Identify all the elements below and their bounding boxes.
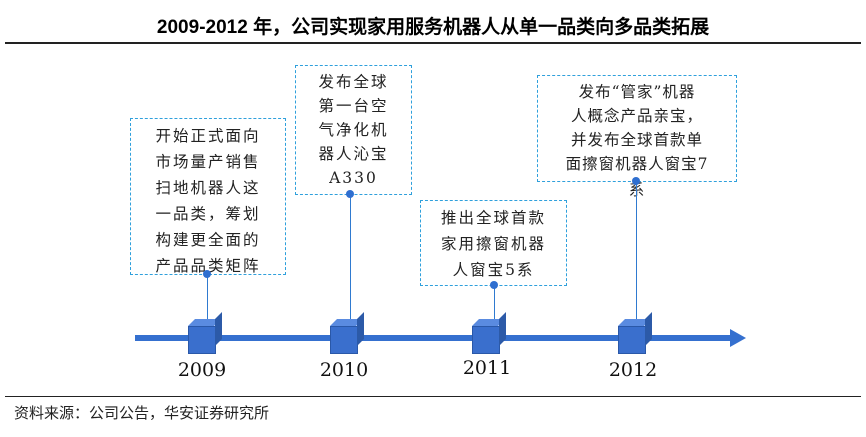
figure-title: 2009-2012 年，公司实现家用服务机器人从单一品类向多品类拓展 xyxy=(156,17,710,38)
event-text: 扫地机器人这 xyxy=(155,179,261,197)
connector-2011 xyxy=(494,286,495,335)
year-label: 2011 xyxy=(462,357,512,379)
event-text: 器人沁宝 xyxy=(318,145,389,163)
event-text: 面擦窗机器人窗宝7 xyxy=(565,155,709,173)
timeline-axis xyxy=(135,335,732,341)
event-text: A330 xyxy=(329,169,378,187)
event-box-2012: 发布“管家”机器 人概念产品亲宝， 并发布全球首款单 面擦窗机器人窗宝7 系 xyxy=(537,75,737,199)
event-text: 构建更全面的 xyxy=(155,231,261,249)
year-label: 2012 xyxy=(608,359,658,381)
year-label: 2009 xyxy=(177,359,227,381)
event-text: 市场量产销售 xyxy=(155,153,261,171)
connector-dot xyxy=(632,177,640,185)
event-text: 推出全球首款 xyxy=(440,209,546,227)
milestone-cube-icon xyxy=(618,326,646,354)
event-box-2010: 发布全球 第一台空 气净化机 器人沁宝 A330 xyxy=(295,65,412,195)
top-rule xyxy=(5,42,861,44)
bottom-rule xyxy=(5,396,861,397)
event-text: 一品类，筹划 xyxy=(155,205,261,223)
event-text: 发布全球 xyxy=(318,73,389,91)
event-box-2009: 开始正式面向 市场量产销售 扫地机器人这 一品类，筹划 构建更全面的 产品品类矩… xyxy=(130,118,286,275)
event-text: 人概念产品亲宝， xyxy=(570,107,703,125)
event-text: 人窗宝5系 xyxy=(452,261,535,279)
event-text: 气净化机 xyxy=(318,121,389,139)
milestone-cube-icon xyxy=(330,326,358,354)
event-text: 产品品类矩阵 xyxy=(155,257,261,275)
connector-dot xyxy=(346,190,354,198)
connector-dot xyxy=(203,270,211,278)
event-text: 开始正式面向 xyxy=(155,127,261,145)
connector-2010 xyxy=(350,195,351,335)
year-label: 2010 xyxy=(319,359,369,381)
event-text: 发布“管家”机器 xyxy=(578,83,696,101)
event-text: 第一台空 xyxy=(318,97,389,115)
connector-2012 xyxy=(636,182,637,335)
event-box-2011: 推出全球首款 家用擦窗机器 人窗宝5系 xyxy=(420,200,567,286)
timeline-arrow-icon xyxy=(730,329,746,347)
milestone-cube-icon xyxy=(472,326,500,354)
source-note: 资料来源：公司公告，华安证券研究所 xyxy=(14,404,270,422)
connector-2009 xyxy=(207,275,208,335)
connector-dot xyxy=(490,281,498,289)
milestone-cube-icon xyxy=(188,326,216,354)
event-text: 并发布全球首款单 xyxy=(570,131,703,149)
event-text: 家用擦窗机器 xyxy=(440,235,546,253)
